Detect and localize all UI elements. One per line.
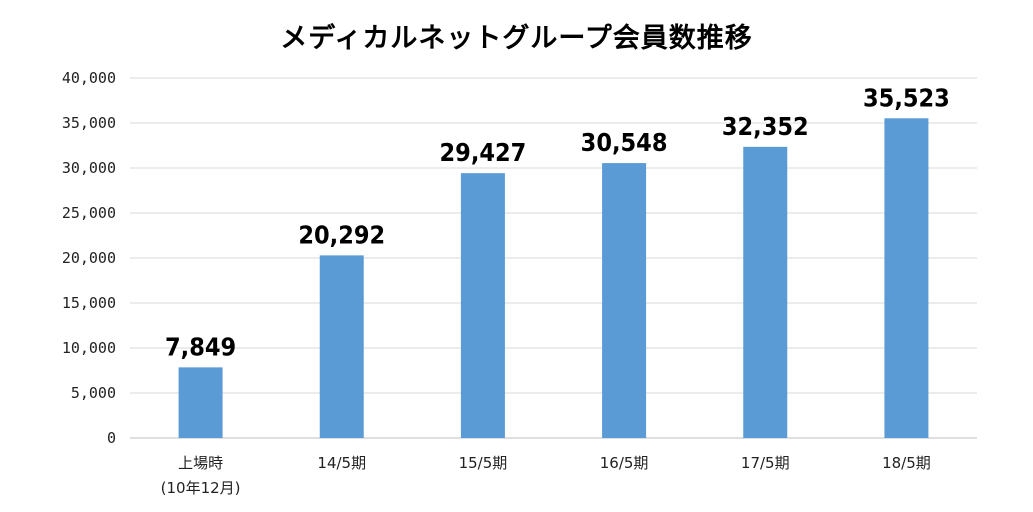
bar	[884, 118, 929, 438]
bar	[743, 146, 788, 438]
data-label: 30,548	[581, 128, 668, 157]
x-tick-label: 18/5期	[882, 454, 931, 472]
data-label: 32,352	[722, 112, 809, 141]
y-tick-label: 25,000	[62, 204, 116, 222]
bar	[602, 163, 647, 438]
x-tick-label: (10年12月)	[161, 479, 241, 497]
x-tick-label: 14/5期	[317, 454, 366, 472]
y-tick-label: 35,000	[62, 114, 116, 132]
y-tick-label: 0	[107, 429, 116, 447]
y-tick-label: 20,000	[62, 249, 116, 267]
chart-title: メディカルネットグループ会員数推移	[280, 23, 753, 54]
bar	[178, 367, 223, 438]
y-tick-label: 5,000	[71, 384, 116, 402]
data-label: 20,292	[298, 220, 385, 249]
y-tick-label: 10,000	[62, 339, 116, 357]
data-label: 35,523	[863, 83, 950, 112]
y-tick-label: 40,000	[62, 69, 116, 87]
y-tick-label: 15,000	[62, 294, 116, 312]
x-tick-label: 15/5期	[459, 454, 508, 472]
y-tick-label: 30,000	[62, 159, 116, 177]
x-tick-label: 17/5期	[741, 454, 790, 472]
data-label: 29,427	[440, 138, 527, 167]
data-label: 7,849	[165, 332, 236, 361]
bar	[460, 173, 505, 439]
x-tick-label: 上場時	[178, 454, 223, 472]
bar	[319, 255, 364, 438]
x-tick-label: 16/5期	[600, 454, 649, 472]
